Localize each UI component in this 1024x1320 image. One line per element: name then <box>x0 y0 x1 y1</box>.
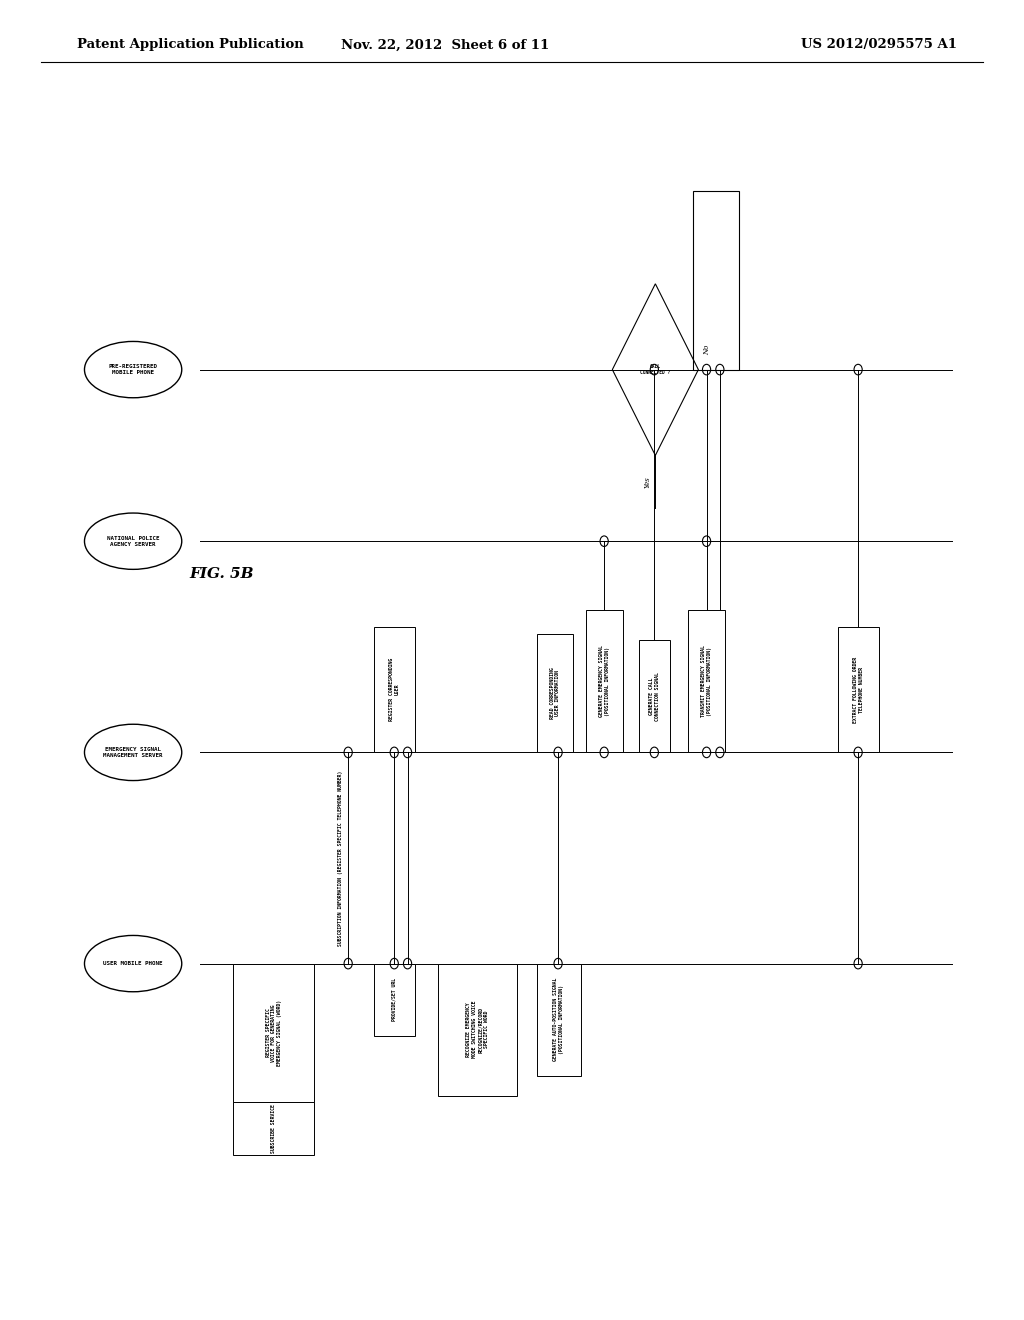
Text: REGISTER SPECIFIC
VOICE FOR GENERATING
EMERGENCY SIGNAL (WORD): REGISTER SPECIFIC VOICE FOR GENERATING E… <box>265 999 283 1067</box>
Bar <box>537 634 573 752</box>
Text: REGISTER CORRESPONDING
USER: REGISTER CORRESPONDING USER <box>389 659 399 721</box>
Text: Yes: Yes <box>643 477 651 487</box>
Text: No: No <box>703 345 712 355</box>
Bar <box>438 964 517 1096</box>
Bar <box>838 627 879 752</box>
Text: Nov. 22, 2012  Sheet 6 of 11: Nov. 22, 2012 Sheet 6 of 11 <box>341 38 550 51</box>
Text: Patent Application Publication: Patent Application Publication <box>77 38 303 51</box>
Bar <box>233 964 314 1102</box>
Bar <box>233 1102 314 1155</box>
Text: PROVIDE/SET URL: PROVIDE/SET URL <box>392 978 396 1022</box>
Bar <box>693 191 739 370</box>
Text: TRANSMIT EMERGENCY SIGNAL
(POSITIONAL INFORMATION): TRANSMIT EMERGENCY SIGNAL (POSITIONAL IN… <box>701 645 712 717</box>
Text: GENERATE AUTO-POSITION SIGNAL
(POSITIONAL INFORMATION): GENERATE AUTO-POSITION SIGNAL (POSITIONA… <box>553 978 564 1061</box>
Text: READ CORRESPONDING
USER INFORMATION: READ CORRESPONDING USER INFORMATION <box>550 667 560 719</box>
Text: EXTRACT FOLLOWING ORDER
TELEPHONE NUMBER: EXTRACT FOLLOWING ORDER TELEPHONE NUMBER <box>853 656 863 723</box>
Bar <box>639 640 670 752</box>
Text: GENERATE EMERGENCY SIGNAL
(POSITIONAL INFORMATION): GENERATE EMERGENCY SIGNAL (POSITIONAL IN… <box>599 645 609 717</box>
Text: GENERATE CALL
CONNECTION SIGNAL: GENERATE CALL CONNECTION SIGNAL <box>649 672 659 721</box>
Text: RECOGNIZE EMERGENCY
MODE SWITCHING VOICE
RECOGNIZE/RECORD
SPECIFIC WORD: RECOGNIZE EMERGENCY MODE SWITCHING VOICE… <box>467 1001 488 1059</box>
Text: SUBSCRIBE SERVICE: SUBSCRIBE SERVICE <box>271 1104 276 1154</box>
Text: PRE-REGISTERED
MOBILE PHONE: PRE-REGISTERED MOBILE PHONE <box>109 364 158 375</box>
Text: US 2012/0295575 A1: US 2012/0295575 A1 <box>802 38 957 51</box>
Bar <box>586 610 623 752</box>
Text: NATIONAL POLICE
AGENCY SERVER: NATIONAL POLICE AGENCY SERVER <box>106 536 160 546</box>
Text: SUBSCRIPTION INFORMATION (REGISTER SPECIFIC TELEPHONE NUMBER): SUBSCRIPTION INFORMATION (REGISTER SPECI… <box>339 771 343 945</box>
Bar <box>537 964 581 1076</box>
Text: FIG. 5B: FIG. 5B <box>189 568 254 581</box>
Bar <box>688 610 725 752</box>
Bar <box>374 627 415 752</box>
Bar <box>374 964 415 1036</box>
Text: CALL
CONNECTED ?: CALL CONNECTED ? <box>640 364 671 375</box>
Text: USER MOBILE PHONE: USER MOBILE PHONE <box>103 961 163 966</box>
Text: EMERGENCY SIGNAL
MANAGEMENT SERVER: EMERGENCY SIGNAL MANAGEMENT SERVER <box>103 747 163 758</box>
